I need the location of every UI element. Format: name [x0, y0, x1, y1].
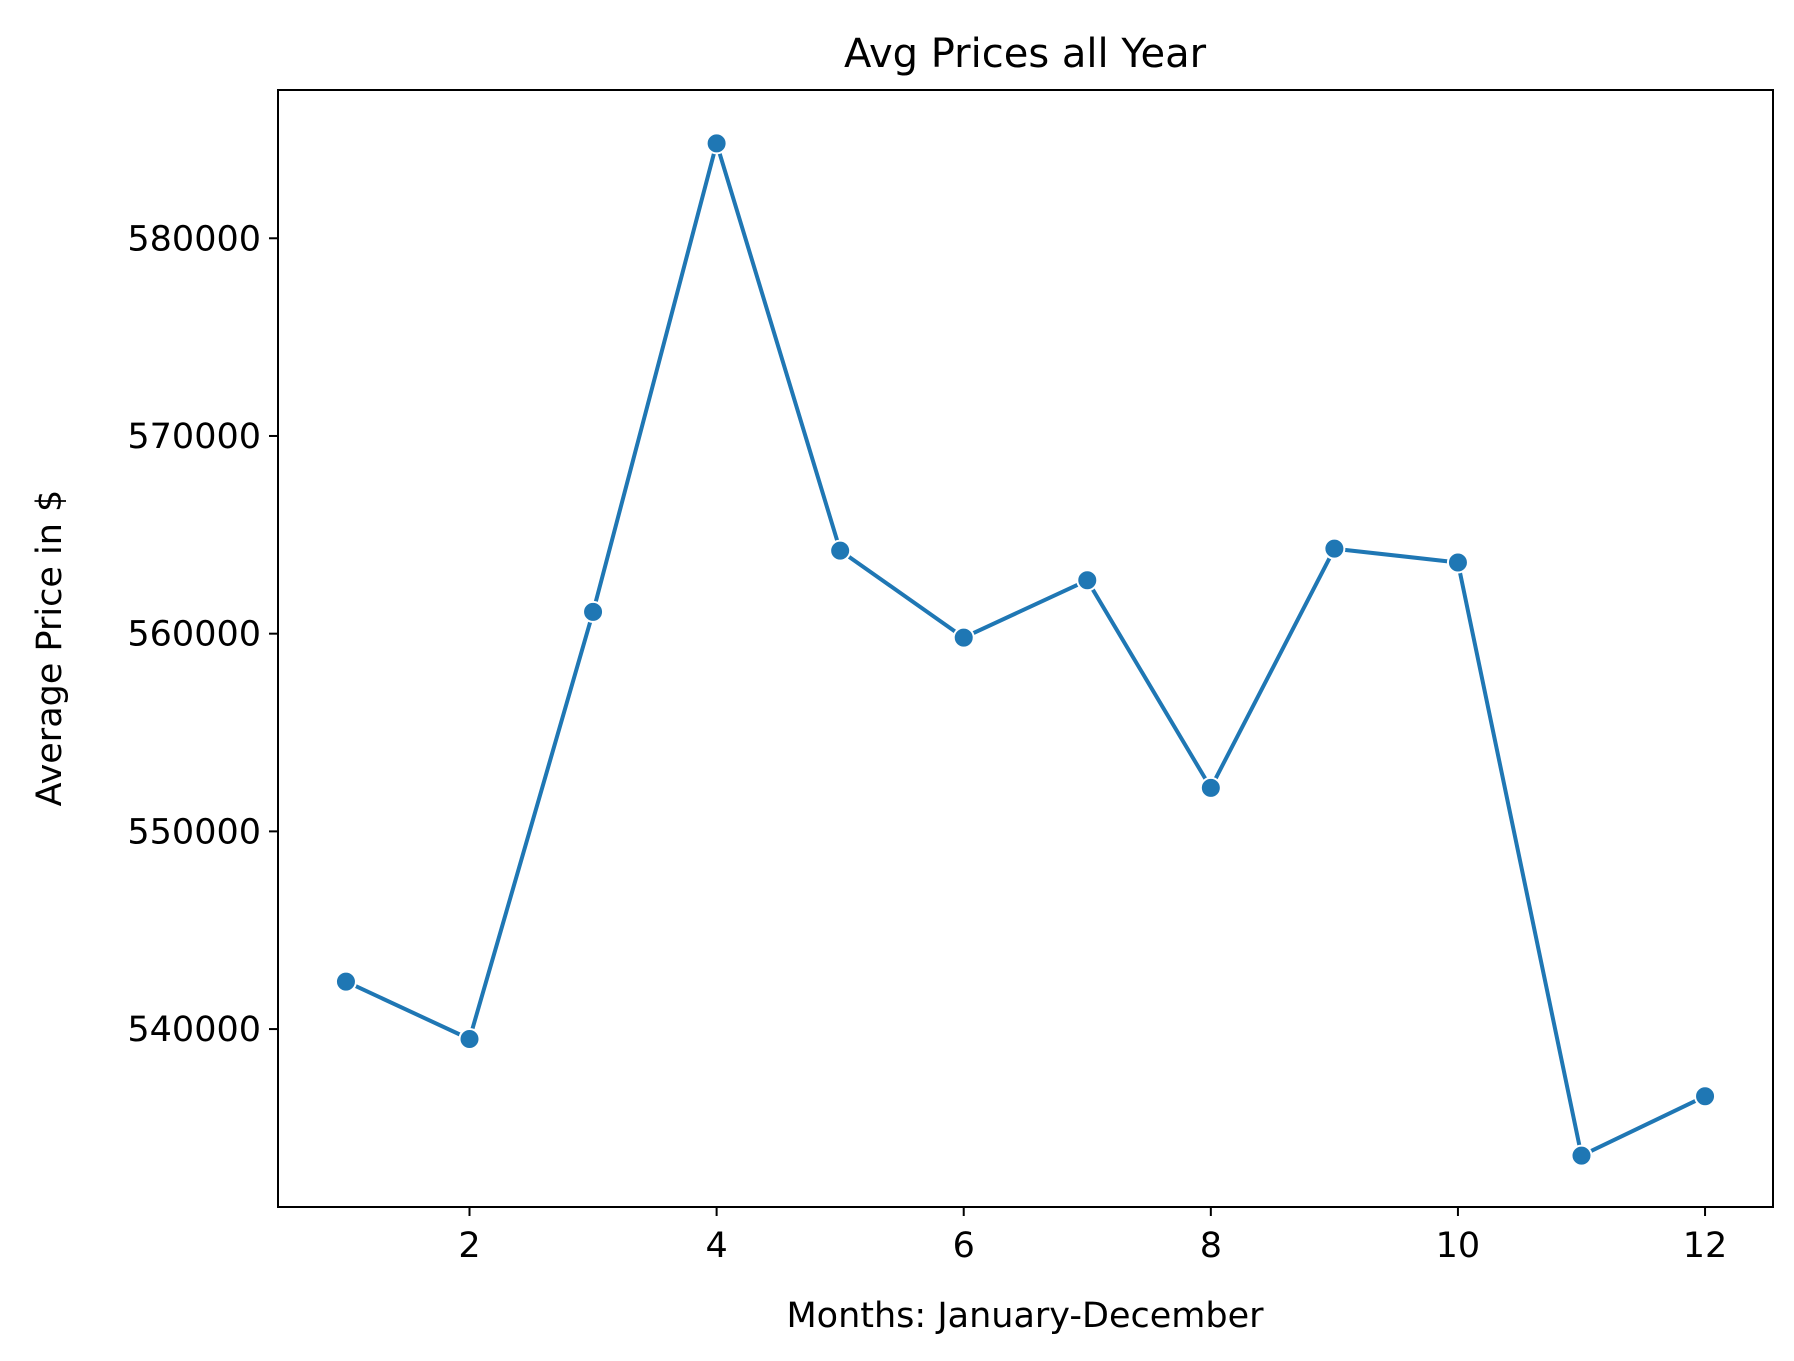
y-tick-label: 580000 [127, 219, 261, 259]
y-axis-label: Average Price in $ [30, 490, 70, 807]
chart-title: Avg Prices all Year [844, 31, 1207, 77]
y-tick-label: 560000 [127, 615, 261, 655]
data-point [952, 626, 975, 649]
x-tick-label: 2 [458, 1226, 480, 1266]
x-tick-label: 8 [1200, 1226, 1222, 1266]
data-point [582, 600, 605, 623]
data-point [334, 970, 357, 993]
data-point [1199, 776, 1222, 799]
data-point [829, 539, 852, 562]
x-tick-label: 4 [705, 1226, 727, 1266]
data-point [705, 132, 728, 155]
series-line [345, 141, 1706, 1158]
series-group [334, 132, 1717, 1167]
data-point [1446, 551, 1469, 574]
data-point [1323, 537, 1346, 560]
x-tick-label: 12 [1683, 1226, 1728, 1266]
x-axis-ticks: 2 4 6 8 10 12 [458, 1207, 1727, 1266]
data-point [1076, 569, 1099, 592]
y-axis-ticks: 540000 550000 560000 570000 580000 [127, 219, 278, 1050]
data-point [458, 1027, 481, 1050]
x-tick-label: 10 [1436, 1226, 1481, 1266]
x-tick-label: 6 [953, 1226, 975, 1266]
y-tick-label: 570000 [127, 417, 261, 457]
data-point [1570, 1144, 1593, 1167]
data-point [1694, 1085, 1717, 1108]
y-tick-label: 540000 [127, 1010, 261, 1050]
plot-frame [277, 89, 1774, 1208]
x-axis-label: Months: January-December [786, 1296, 1264, 1336]
y-tick-label: 550000 [127, 812, 261, 852]
